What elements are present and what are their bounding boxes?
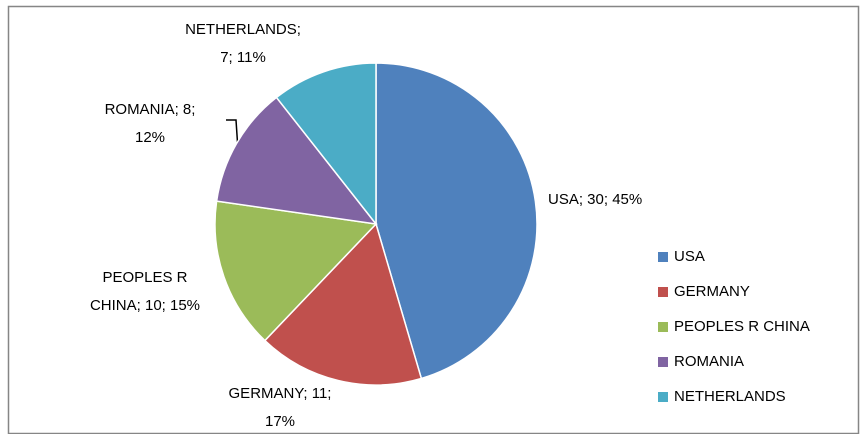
legend-swatch <box>658 357 668 367</box>
legend-swatch <box>658 322 668 332</box>
data-label-line: GERMANY; 11; <box>229 385 332 402</box>
data-label: GERMANY; 11; 17% <box>229 385 332 430</box>
data-label: ROMANIA; 8; 12% <box>105 101 196 146</box>
data-label-line: ROMANIA; 8; <box>105 101 196 118</box>
data-label-line: NETHERLANDS; <box>185 21 301 38</box>
pie-slice <box>215 96 378 226</box>
legend-swatch <box>658 252 668 262</box>
legend-label: GERMANY <box>674 283 750 300</box>
data-label: NETHERLANDS; 7; 11% <box>185 21 301 66</box>
legend-label: ROMANIA <box>674 353 744 370</box>
data-label-line: 17% <box>265 413 295 430</box>
data-label-line: 12% <box>135 129 165 146</box>
legend-swatch <box>658 392 668 402</box>
legend-label: NETHERLANDS <box>674 388 786 405</box>
data-label-line: 7; 11% <box>220 49 266 66</box>
data-label-line: CHINA; 10; 15% <box>90 297 200 314</box>
legend-label: USA <box>674 248 705 265</box>
data-label-line: USA; 30; 45% <box>548 191 642 208</box>
pie-slice <box>375 62 538 380</box>
data-label: USA; 30; 45% <box>548 191 642 208</box>
leader-line <box>226 119 239 151</box>
pie-slice <box>214 200 378 342</box>
pie-slice <box>275 62 377 227</box>
data-label: PEOPLES R CHINA; 10; 15% <box>90 269 200 314</box>
legend-label: PEOPLES R CHINA <box>674 318 810 335</box>
legend-swatch <box>658 287 668 297</box>
data-label-line: PEOPLES R <box>102 269 187 286</box>
pie-slice <box>263 222 423 386</box>
